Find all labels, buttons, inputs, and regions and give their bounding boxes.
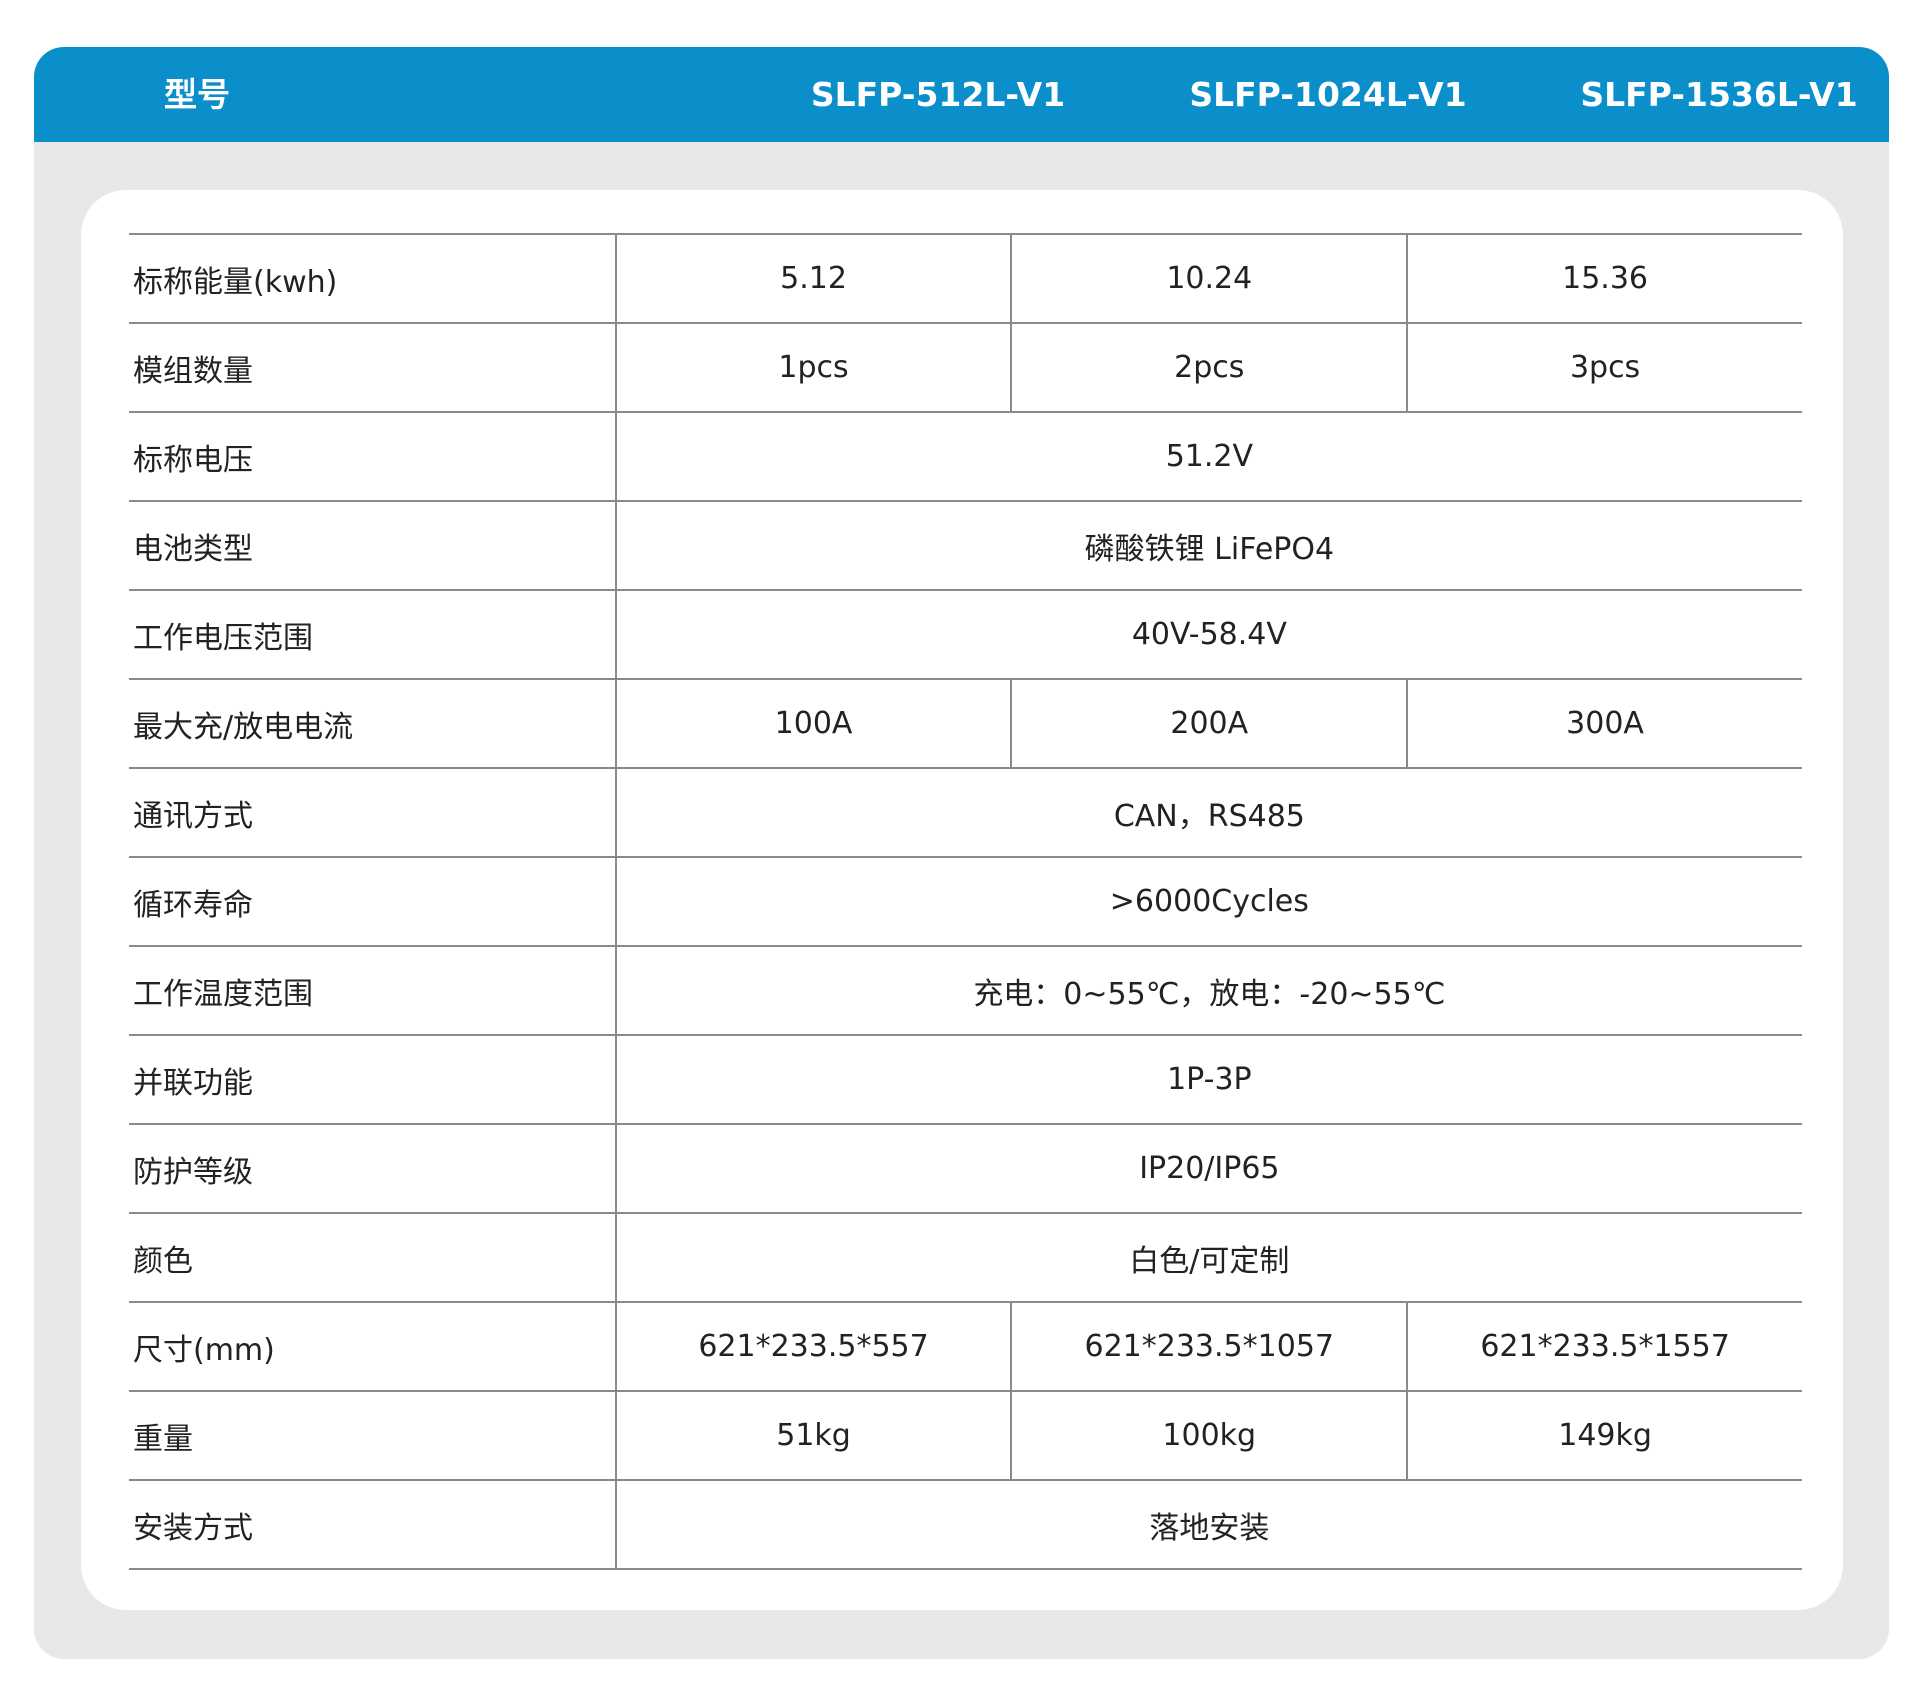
spec-row: 最大充/放电电流 100A 200A 300A bbox=[129, 678, 1802, 769]
table-card: 标称能量(kwh) 5.12 10.24 15.36 模组数量 1pcs 2pcs 3pcs 标… bbox=[81, 190, 1843, 1610]
row-value: 10.24 bbox=[1010, 233, 1408, 324]
row-value: 3pcs bbox=[1406, 322, 1802, 413]
spec-row: 通讯方式 CAN，RS485 bbox=[129, 767, 1802, 858]
row-label: 最大充/放电电流 bbox=[129, 678, 617, 769]
row-value: 15.36 bbox=[1406, 233, 1802, 324]
spec-row: 尺寸(mm) 621*233.5*557 621*233.5*1057 621*233… bbox=[129, 1301, 1802, 1392]
spec-panel: 型号 SLFP-512L-V1 SLFP-1024L-V1 SLFP-1536L… bbox=[34, 47, 1889, 1659]
spec-row: 工作温度范围 充电：0~55℃，放电：-20~55℃ bbox=[129, 945, 1802, 1036]
row-value: 100kg bbox=[1010, 1390, 1408, 1481]
row-value: 621*233.5*557 bbox=[614, 1301, 1012, 1392]
spec-row: 并联功能 1P-3P bbox=[129, 1034, 1802, 1125]
header-bar: 型号 SLFP-512L-V1 SLFP-1024L-V1 SLFP-1536L… bbox=[34, 47, 1889, 142]
spec-row: 循环寿命 >6000Cycles bbox=[129, 856, 1802, 947]
row-value: 白色/可定制 bbox=[614, 1212, 1802, 1303]
row-value: 149kg bbox=[1406, 1390, 1802, 1481]
row-value: 5.12 bbox=[614, 233, 1012, 324]
row-label: 并联功能 bbox=[129, 1034, 617, 1125]
row-label: 模组数量 bbox=[129, 322, 617, 413]
header-label: 型号 bbox=[164, 75, 230, 114]
row-label: 电池类型 bbox=[129, 500, 617, 591]
row-value: >6000Cycles bbox=[614, 856, 1802, 947]
row-label: 工作电压范围 bbox=[129, 589, 617, 680]
row-label: 标称能量(kwh) bbox=[129, 233, 617, 324]
spec-row: 重量 51kg 100kg 149kg bbox=[129, 1390, 1802, 1481]
spec-row: 工作电压范围 40V-58.4V bbox=[129, 589, 1802, 680]
row-label: 颜色 bbox=[129, 1212, 617, 1303]
spec-row: 安装方式 落地安装 bbox=[129, 1479, 1802, 1570]
model-name: SLFP-1024L-V1 bbox=[1189, 75, 1467, 114]
row-value: 充电：0~55℃，放电：-20~55℃ bbox=[614, 945, 1802, 1036]
spec-table: 标称能量(kwh) 5.12 10.24 15.36 模组数量 1pcs 2pcs 3pcs 标… bbox=[129, 233, 1802, 1570]
row-value: 落地安装 bbox=[614, 1479, 1802, 1570]
spec-row: 电池类型 磷酸铁锂 LiFePO4 bbox=[129, 500, 1802, 591]
row-value: 621*233.5*1057 bbox=[1010, 1301, 1408, 1392]
row-value: 621*233.5*1557 bbox=[1406, 1301, 1802, 1392]
row-label: 标称电压 bbox=[129, 411, 617, 502]
row-label: 工作温度范围 bbox=[129, 945, 617, 1036]
row-label: 重量 bbox=[129, 1390, 617, 1481]
row-value: CAN，RS485 bbox=[614, 767, 1802, 858]
row-value: 51kg bbox=[614, 1390, 1012, 1481]
row-label: 防护等级 bbox=[129, 1123, 617, 1214]
row-value: 2pcs bbox=[1010, 322, 1408, 413]
row-value: IP20/IP65 bbox=[614, 1123, 1802, 1214]
model-name: SLFP-512L-V1 bbox=[810, 75, 1066, 114]
row-value: 磷酸铁锂 LiFePO4 bbox=[614, 500, 1802, 591]
row-value: 1pcs bbox=[614, 322, 1012, 413]
model-name: SLFP-1536L-V1 bbox=[1580, 75, 1858, 114]
row-label: 尺寸(mm) bbox=[129, 1301, 617, 1392]
spec-row: 模组数量 1pcs 2pcs 3pcs bbox=[129, 322, 1802, 413]
row-value: 300A bbox=[1406, 678, 1802, 769]
row-value: 51.2V bbox=[614, 411, 1802, 502]
row-value: 200A bbox=[1010, 678, 1408, 769]
row-value: 1P-3P bbox=[614, 1034, 1802, 1125]
row-value: 40V-58.4V bbox=[614, 589, 1802, 680]
spec-row: 标称能量(kwh) 5.12 10.24 15.36 bbox=[129, 233, 1802, 324]
spec-row: 防护等级 IP20/IP65 bbox=[129, 1123, 1802, 1214]
row-label: 安装方式 bbox=[129, 1479, 617, 1570]
row-label: 循环寿命 bbox=[129, 856, 617, 947]
spec-row: 颜色 白色/可定制 bbox=[129, 1212, 1802, 1303]
spec-row: 标称电压 51.2V bbox=[129, 411, 1802, 502]
row-value: 100A bbox=[614, 678, 1012, 769]
row-label: 通讯方式 bbox=[129, 767, 617, 858]
